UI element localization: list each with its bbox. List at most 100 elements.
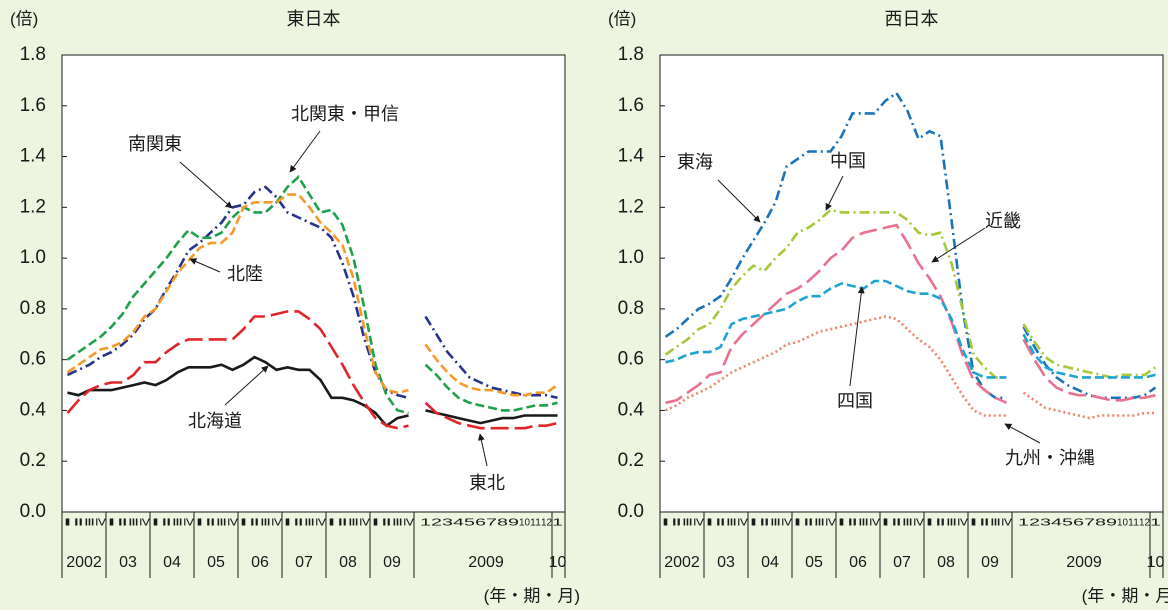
- x-tick-label: Ⅲ: [392, 518, 403, 529]
- x-tick-label: 3: [1040, 518, 1052, 529]
- series-line: [424, 315, 558, 400]
- year-label: 2002: [664, 554, 700, 571]
- x-tick-label: Ⅱ: [381, 518, 392, 529]
- y-unit: (倍): [608, 9, 636, 28]
- series-annotation: 北関東・甲信: [291, 104, 399, 124]
- x-tick-label: Ⅲ: [172, 518, 183, 529]
- x-tick-label: Ⅰ: [660, 518, 671, 529]
- series-annotation: 東北: [469, 473, 505, 493]
- series-annotation: 近畿: [985, 211, 1021, 231]
- x-tick-label: Ⅰ: [194, 518, 205, 529]
- x-tick-label: Ⅱ: [117, 518, 128, 529]
- x-tick-label: Ⅳ: [781, 518, 793, 529]
- y-tick-label: 0.2: [618, 450, 644, 471]
- chart-title: 東日本: [287, 9, 341, 29]
- x-tick-label: 8: [497, 518, 509, 529]
- x-tick-label: Ⅳ: [957, 518, 969, 529]
- annotation-arrow: [224, 365, 269, 406]
- y-unit: (倍): [10, 9, 38, 28]
- series-line: [66, 174, 409, 415]
- series-line: [66, 185, 409, 400]
- y-tick-label: 0.4: [20, 399, 47, 420]
- series-line: [66, 310, 409, 430]
- x-tick-label: Ⅰ: [370, 518, 381, 529]
- series-line: [1022, 326, 1157, 400]
- y-tick-label: 0.0: [20, 501, 46, 522]
- series-line: [424, 363, 558, 412]
- y-tick-label: 1.8: [618, 44, 644, 65]
- x-tick-label: Ⅳ: [825, 518, 837, 529]
- annotation-arrow: [179, 161, 233, 209]
- x-tick-label: Ⅳ: [359, 518, 371, 529]
- x-unit: (年・期・月): [1082, 586, 1168, 605]
- y-tick-label: 0.8: [618, 298, 644, 319]
- y-tick-label: 0.2: [20, 450, 46, 471]
- x-tick-label: 10: [519, 518, 530, 529]
- x-tick-label: 11: [1128, 518, 1139, 529]
- x-tick-label: Ⅳ: [1001, 518, 1013, 529]
- x-tick-label: 12: [541, 518, 552, 529]
- series-line: [664, 91, 1007, 400]
- year-label: 07: [893, 554, 911, 571]
- x-tick-label: Ⅳ: [95, 518, 107, 529]
- series-annotation: 南関東: [128, 134, 182, 154]
- x-unit: (年・期・月): [484, 586, 580, 605]
- x-tick-label: Ⅱ: [73, 518, 84, 529]
- x-tick-label: Ⅰ: [282, 518, 293, 529]
- year-label: 03: [119, 554, 137, 571]
- year-label: 05: [207, 554, 225, 571]
- y-tick-label: 0.0: [618, 501, 644, 522]
- x-tick-label: Ⅲ: [814, 518, 825, 529]
- x-tick-label: 1: [552, 518, 564, 529]
- x-tick-label: 6: [475, 518, 487, 529]
- x-tick-label: 7: [1084, 518, 1096, 529]
- x-tick-label: Ⅲ: [348, 518, 359, 529]
- x-tick-label: Ⅲ: [726, 518, 737, 529]
- x-tick-label: Ⅱ: [759, 518, 770, 529]
- year-label: 2002: [66, 554, 102, 571]
- x-tick-label: Ⅲ: [216, 518, 227, 529]
- x-tick-label: Ⅱ: [935, 518, 946, 529]
- x-tick-label: Ⅱ: [715, 518, 726, 529]
- x-tick-label: Ⅰ: [238, 518, 249, 529]
- x-tick-label: Ⅱ: [293, 518, 304, 529]
- series-annotation: 東海: [677, 152, 713, 172]
- year-label: 04: [163, 554, 181, 571]
- x-tick-label: 2: [1029, 518, 1041, 529]
- x-tick-label: Ⅲ: [84, 518, 95, 529]
- x-tick-label: Ⅳ: [403, 518, 415, 529]
- x-tick-label: 9: [508, 518, 520, 529]
- x-tick-label: 5: [1062, 518, 1074, 529]
- chart: 東日本 (倍) (年・期・月) 0.0 0.2 0.4 0.6 0.8 1.0 1.2 1.4 1.6…: [10, 9, 580, 606]
- y-tick-label: 1.2: [20, 196, 46, 217]
- x-tick-label: Ⅰ: [924, 518, 935, 529]
- x-tick-label: 1: [420, 518, 432, 529]
- y-tick-label: 1.6: [618, 95, 644, 116]
- y-tick-label: 0.6: [20, 349, 46, 370]
- x-tick-label: Ⅰ: [62, 518, 73, 529]
- x-tick-label: 10: [1117, 518, 1128, 529]
- x-tick-label: 8: [1095, 518, 1107, 529]
- x-tick-label: 2: [431, 518, 443, 529]
- x-tick-label: Ⅳ: [315, 518, 327, 529]
- x-tick-label: Ⅲ: [128, 518, 139, 529]
- y-tick-label: 1.6: [20, 95, 46, 116]
- x-tick-label: Ⅳ: [737, 518, 749, 529]
- y-tick-label: 1.0: [20, 247, 46, 268]
- x-tick-label: Ⅰ: [792, 518, 803, 529]
- x-tick-label: Ⅰ: [836, 518, 847, 529]
- x-tick-label: Ⅳ: [693, 518, 705, 529]
- series-line: [664, 315, 1007, 417]
- year-label: 10: [549, 554, 567, 571]
- x-tick-label: Ⅱ: [671, 518, 682, 529]
- x-tick-label: Ⅱ: [161, 518, 172, 529]
- plot-area: [659, 54, 1164, 513]
- series-line: [66, 193, 409, 395]
- year-label: 07: [295, 554, 313, 571]
- x-tick-label: Ⅱ: [205, 518, 216, 529]
- series-line: [424, 401, 558, 430]
- year-label: 10: [1147, 554, 1165, 571]
- x-tick-label: Ⅱ: [337, 518, 348, 529]
- x-tick-label: Ⅱ: [803, 518, 814, 529]
- annotation-arrow: [477, 433, 488, 467]
